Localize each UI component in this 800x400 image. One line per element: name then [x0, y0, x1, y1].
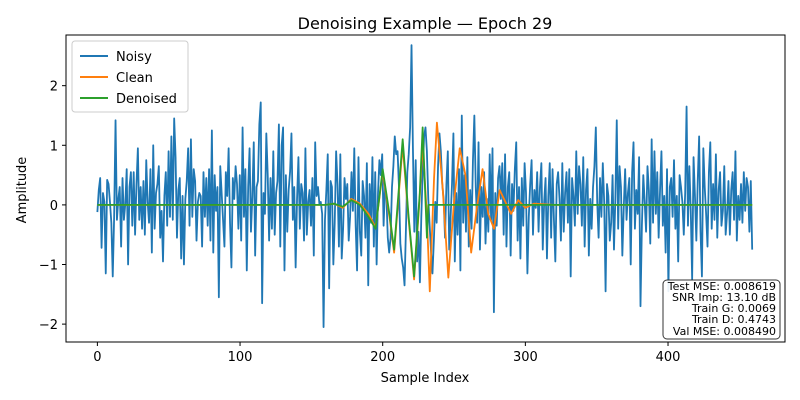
- x-axis-label: Sample Index: [381, 371, 470, 386]
- series-layer: [96, 44, 754, 328]
- x-tick-label: 400: [656, 350, 681, 365]
- x-tick-label: 100: [228, 350, 253, 365]
- legend-label-denoised: Denoised: [116, 92, 177, 107]
- chart-title: Denoising Example — Epoch 29: [298, 14, 553, 33]
- legend-label-noisy: Noisy: [116, 50, 152, 65]
- legend-label-clean: Clean: [116, 71, 153, 86]
- x-tick-label: 0: [93, 350, 101, 365]
- x-tick-label: 300: [513, 350, 538, 365]
- x-axis: 0 100 200 300 400: [93, 342, 680, 365]
- y-tick-label: 1: [50, 139, 58, 154]
- y-axis-label: Amplitude: [15, 157, 30, 224]
- y-tick-label: −2: [39, 318, 58, 333]
- legend: Noisy Clean Denoised: [71, 40, 189, 113]
- series-line-noisy: [96, 44, 754, 328]
- y-axis: −2 −1 0 1 2: [39, 80, 66, 333]
- stats-snr-improvement: SNR Imp: 13.10 dB: [672, 291, 776, 304]
- x-tick-label: 200: [370, 350, 395, 365]
- stats-box: [662, 279, 781, 340]
- stats-annotation: Test MSE: 0.008619 SNR Imp: 13.10 dB Tra…: [662, 279, 781, 340]
- stats-test-mse: Test MSE: 0.008619: [667, 280, 776, 293]
- y-tick-label: 0: [50, 199, 58, 214]
- y-tick-label: 2: [50, 80, 58, 95]
- plot-frame: [65, 34, 786, 343]
- series-line-denoised: [97, 126, 753, 278]
- stats-val-mse: Val MSE: 0.008490: [673, 325, 776, 338]
- stats-train-d: Train D: 0.4743: [691, 313, 776, 326]
- y-tick-label: −1: [39, 259, 58, 274]
- legend-box: [71, 40, 189, 113]
- series-line-clean: [97, 121, 753, 293]
- stats-train-g: Train G: 0.0069: [691, 302, 776, 315]
